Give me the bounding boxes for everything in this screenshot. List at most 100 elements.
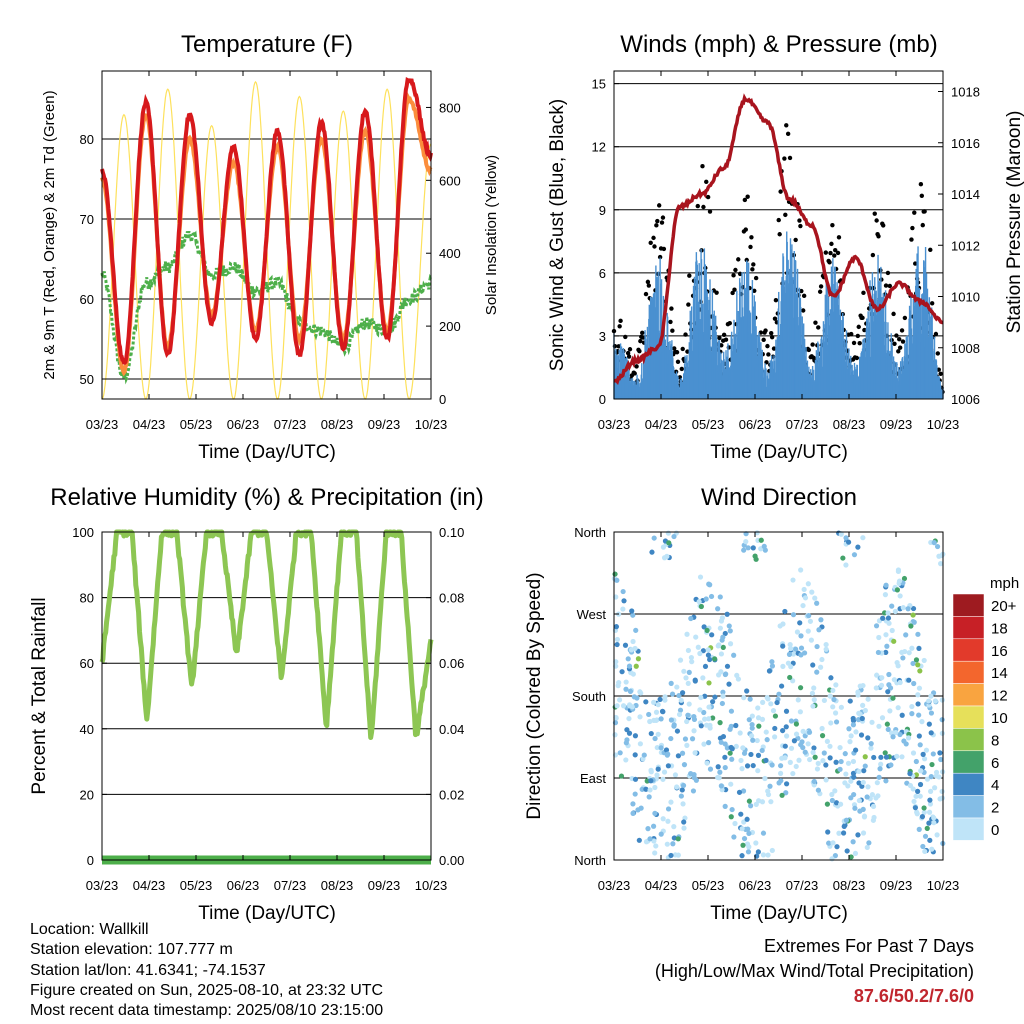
wind-direction-point <box>779 683 785 689</box>
wind-direction-point <box>921 809 927 815</box>
wind-direction-point <box>883 649 889 656</box>
gust-point <box>714 290 719 295</box>
wind-direction-point <box>883 582 889 588</box>
wind-direction-point <box>612 732 618 738</box>
wind-direction-point <box>658 716 664 722</box>
wind-direction-point <box>674 728 681 734</box>
wind-direction-point <box>906 677 912 683</box>
wind-direction-point <box>921 805 927 811</box>
gust-point <box>749 235 754 240</box>
extremes-box: Extremes For Past 7 Days (High/Low/Max W… <box>655 934 974 1009</box>
gust-point <box>645 279 651 285</box>
wind-direction-point <box>915 701 921 707</box>
wind-direction-point <box>774 699 780 706</box>
wind-direction-point <box>782 755 788 761</box>
wind-direction-point <box>753 556 759 562</box>
wind-direction-point <box>729 756 735 762</box>
gust-point <box>704 179 709 185</box>
wind-direction-point <box>917 793 923 799</box>
wind-direction-point <box>856 797 862 804</box>
wind-direction-point <box>891 638 897 644</box>
gust-point <box>778 189 783 194</box>
wind-direction-point <box>745 849 752 855</box>
wind-direction-point <box>807 756 813 763</box>
gust-point <box>816 325 821 330</box>
gust-point <box>783 212 788 218</box>
wind-direction-point <box>783 790 789 796</box>
wind-direction-point <box>671 533 677 540</box>
gust-point <box>823 250 829 255</box>
wind-direction-point <box>939 717 945 723</box>
gust-point <box>669 306 674 311</box>
temperature-y2-label: Solar Insolation (Yellow) <box>483 155 500 315</box>
wind-direction-point <box>769 762 775 768</box>
wind-direction-point <box>710 699 716 705</box>
wind-direction-point <box>626 715 632 722</box>
wind-direction-point <box>873 623 880 629</box>
wind-direction-point <box>681 825 687 831</box>
wind-direction-points <box>611 530 946 862</box>
wind-direction-point <box>620 606 626 612</box>
wind-direction-point <box>755 752 762 758</box>
wind-direction-y-tick-label: South <box>572 689 606 704</box>
wind-direction-point <box>658 831 664 837</box>
gust-point <box>695 203 700 209</box>
wind-direction-point <box>633 663 639 669</box>
wind-direction-point <box>929 761 935 768</box>
wind-direction-point <box>728 723 734 729</box>
wind-direction-point <box>802 749 808 755</box>
wind-direction-x-tick-label: 09/23 <box>880 878 913 893</box>
wind-direction-point <box>665 818 671 824</box>
wind-direction-point <box>876 634 882 641</box>
winds-x-tick-label: 07/23 <box>786 417 819 432</box>
gust-point <box>761 337 766 343</box>
winds-y-tick-label: 9 <box>599 203 606 218</box>
gust-point <box>655 218 660 224</box>
wind-direction-point <box>913 758 919 765</box>
wind-direction-point <box>749 713 755 719</box>
wind-direction-point <box>780 663 786 669</box>
wind-direction-point <box>797 620 803 626</box>
wind-direction-point <box>720 634 726 640</box>
wind-direction-point <box>848 778 854 784</box>
wind-direction-point <box>674 684 680 690</box>
winds-y-tick-label: 6 <box>599 266 606 281</box>
wind-direction-point <box>780 643 786 649</box>
wind-direction-point <box>648 778 654 784</box>
gust-point <box>736 257 741 262</box>
wind-direction-point <box>852 850 859 857</box>
pressure-line <box>614 93 944 386</box>
gust-point <box>776 217 781 223</box>
wind-direction-point <box>681 819 687 825</box>
wind-direction-point <box>903 632 909 638</box>
wind-direction-point <box>833 759 839 765</box>
wind-direction-point <box>852 805 858 811</box>
gust-point <box>801 308 806 313</box>
wind-direction-point <box>916 712 922 718</box>
wind-direction-point <box>832 788 838 794</box>
gust-point <box>683 332 688 337</box>
wind-direction-point <box>749 721 755 728</box>
wind-direction-point <box>886 682 892 688</box>
wind-direction-point <box>671 824 677 830</box>
colorbar-label: 10 <box>991 710 1008 727</box>
wind-direction-point <box>860 702 866 708</box>
wind-direction-point <box>850 722 857 728</box>
wind-direction-point <box>651 535 657 541</box>
gust-point <box>920 222 925 228</box>
wind-direction-point <box>748 751 754 758</box>
wind-direction-point <box>755 849 761 855</box>
winds-plot-frame <box>613 70 944 400</box>
gust-point <box>827 260 832 265</box>
colorbar-swatch <box>952 772 985 796</box>
wind-direction-point <box>762 775 768 782</box>
wind-direction-point <box>897 593 903 599</box>
wind-direction-point <box>788 718 795 724</box>
humidity-x-tick-label: 07/23 <box>274 878 307 893</box>
wind-direction-point <box>783 781 790 787</box>
wind-direction-point <box>838 801 844 807</box>
wind-direction-point <box>894 660 900 666</box>
gust-point <box>743 227 748 232</box>
wind-direction-point <box>760 830 767 836</box>
